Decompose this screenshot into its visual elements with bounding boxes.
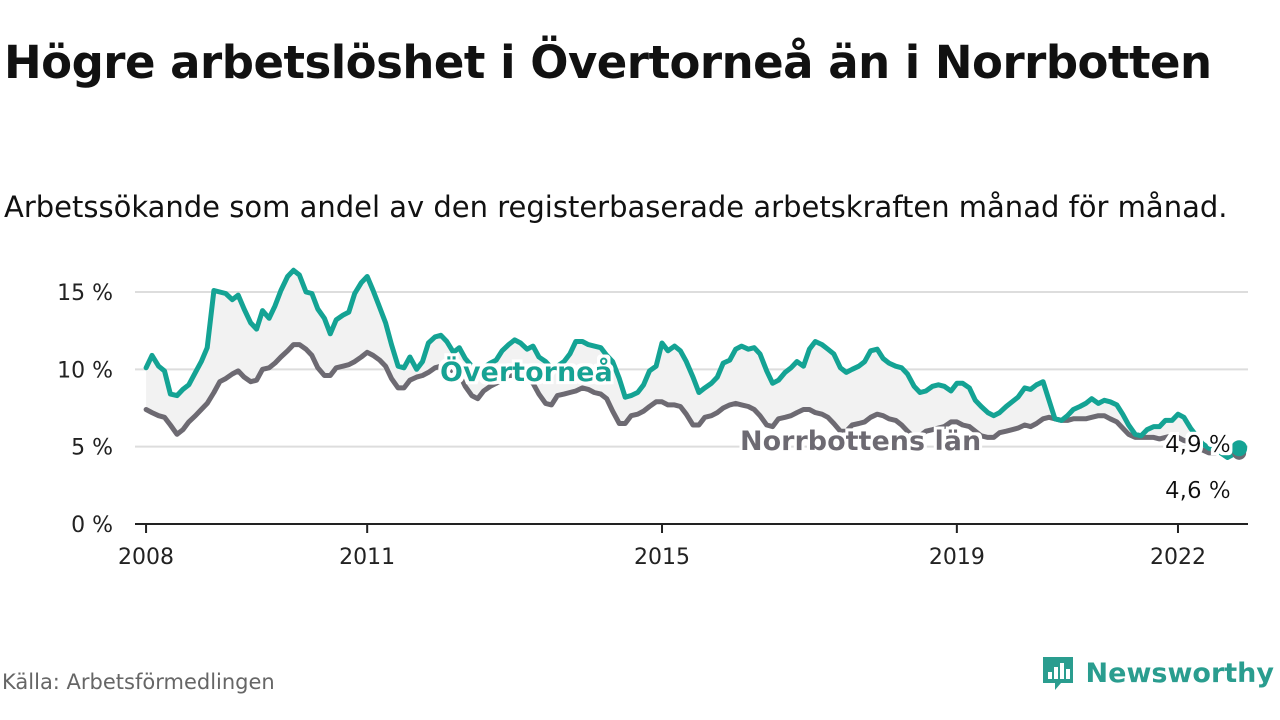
x-tick-label: 2011 <box>339 545 395 570</box>
x-tick-label: 2019 <box>929 545 985 570</box>
newsworthy-logo-icon <box>1042 657 1073 690</box>
series-lines <box>143 267 1242 460</box>
y-tick-label: 15 % <box>57 281 113 306</box>
end-value-overtornea: 4,9 % <box>1165 432 1231 458</box>
chart-subtitle: Arbetssökande som andel av den registerb… <box>4 190 1228 224</box>
end-point-overtornea <box>1231 440 1248 457</box>
x-tick-label: 2022 <box>1150 545 1206 570</box>
x-tick-label: 2008 <box>118 545 174 570</box>
series-label-overtornea: Övertorneå <box>440 355 613 388</box>
x-axis: 2008 2011 2015 2019 2022 <box>118 523 1248 570</box>
end-markers <box>1231 440 1248 460</box>
series-labels: Övertorneå Norrbottens län 4,9 % 4,6 % <box>440 355 1231 504</box>
series-label-norrbotten: Norrbottens län <box>740 426 981 457</box>
page-title: Högre arbetslöshet i Övertorneå än i Nor… <box>4 36 1212 89</box>
difference-band <box>146 270 1240 458</box>
y-axis-labels: 0 % 5 % 10 % 15 % <box>57 281 113 538</box>
brand-name: Newsworthy <box>1085 657 1274 689</box>
y-tick-label: 10 % <box>57 358 113 383</box>
brand-logo[interactable]: Newsworthy <box>1040 654 1274 692</box>
series-line-overtornea <box>143 267 1242 460</box>
source-note: Källa: Arbetsförmedlingen <box>2 670 275 694</box>
x-tick-label: 2015 <box>634 545 690 570</box>
end-value-norrbotten: 4,6 % <box>1165 478 1231 504</box>
y-tick-label: 5 % <box>71 436 113 461</box>
y-tick-label: 0 % <box>71 513 113 538</box>
